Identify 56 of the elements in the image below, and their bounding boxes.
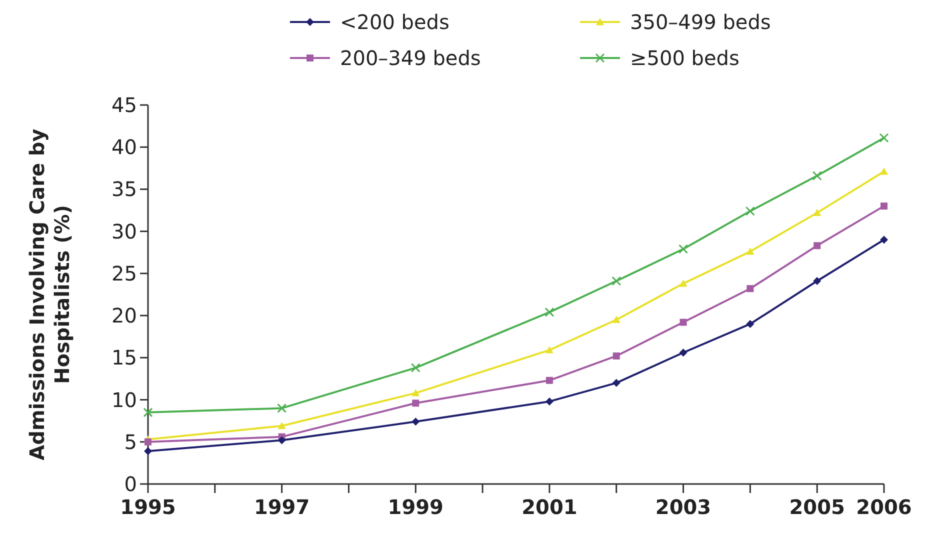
y-tick-label: 0 bbox=[124, 472, 137, 496]
legend-label: 350–499 beds bbox=[630, 10, 771, 34]
point bbox=[746, 248, 754, 255]
point bbox=[612, 378, 620, 387]
y-tick-label: 45 bbox=[112, 93, 137, 117]
x-tick-label: 1995 bbox=[120, 495, 176, 519]
point bbox=[546, 376, 553, 384]
point bbox=[813, 208, 822, 216]
y-tick-label: 10 bbox=[112, 388, 137, 412]
point bbox=[278, 422, 286, 430]
point bbox=[612, 276, 622, 286]
point bbox=[812, 170, 822, 180]
point bbox=[410, 363, 420, 373]
point bbox=[143, 408, 153, 418]
y-tick-label: 5 bbox=[124, 430, 137, 454]
point bbox=[680, 318, 687, 326]
point bbox=[880, 236, 888, 244]
y-tick-label: 15 bbox=[112, 346, 137, 370]
legend-label: ≥500 beds bbox=[630, 46, 740, 70]
point bbox=[745, 206, 755, 216]
point bbox=[412, 418, 420, 426]
y-tick-label: 30 bbox=[112, 219, 137, 244]
point bbox=[412, 389, 420, 396]
y-tick-label: 25 bbox=[112, 261, 137, 286]
x-tick-label: 2003 bbox=[655, 495, 712, 519]
point bbox=[679, 280, 688, 287]
point bbox=[880, 202, 888, 210]
x-tick-label: 2005 bbox=[789, 495, 845, 519]
point bbox=[879, 133, 889, 143]
y-tick-label: 20 bbox=[112, 304, 137, 328]
point bbox=[678, 244, 688, 254]
point bbox=[144, 438, 152, 446]
point bbox=[544, 307, 554, 317]
legend-label: <200 beds bbox=[340, 10, 450, 34]
point bbox=[612, 316, 620, 323]
x-tick-label: 1999 bbox=[388, 495, 444, 519]
point bbox=[412, 400, 420, 407]
point bbox=[278, 436, 286, 444]
point bbox=[880, 168, 888, 175]
point bbox=[679, 348, 688, 357]
point bbox=[612, 352, 620, 360]
point bbox=[545, 397, 554, 406]
y-tick-label: 35 bbox=[112, 177, 137, 202]
x-tick-label: 1997 bbox=[254, 495, 310, 519]
point bbox=[814, 242, 821, 250]
x-tick-label: 2006 bbox=[856, 495, 912, 519]
legend-label: 200–349 beds bbox=[340, 46, 481, 70]
y-tick-label: 40 bbox=[112, 135, 137, 160]
point bbox=[746, 320, 754, 328]
point bbox=[813, 277, 822, 286]
x-tick-label: 2001 bbox=[522, 495, 578, 519]
point bbox=[144, 447, 152, 456]
point bbox=[545, 346, 554, 354]
y-axis-title: Admissions Involving Care by Hospitalists (%) bbox=[25, 128, 74, 460]
point bbox=[746, 285, 754, 292]
point bbox=[277, 403, 287, 413]
